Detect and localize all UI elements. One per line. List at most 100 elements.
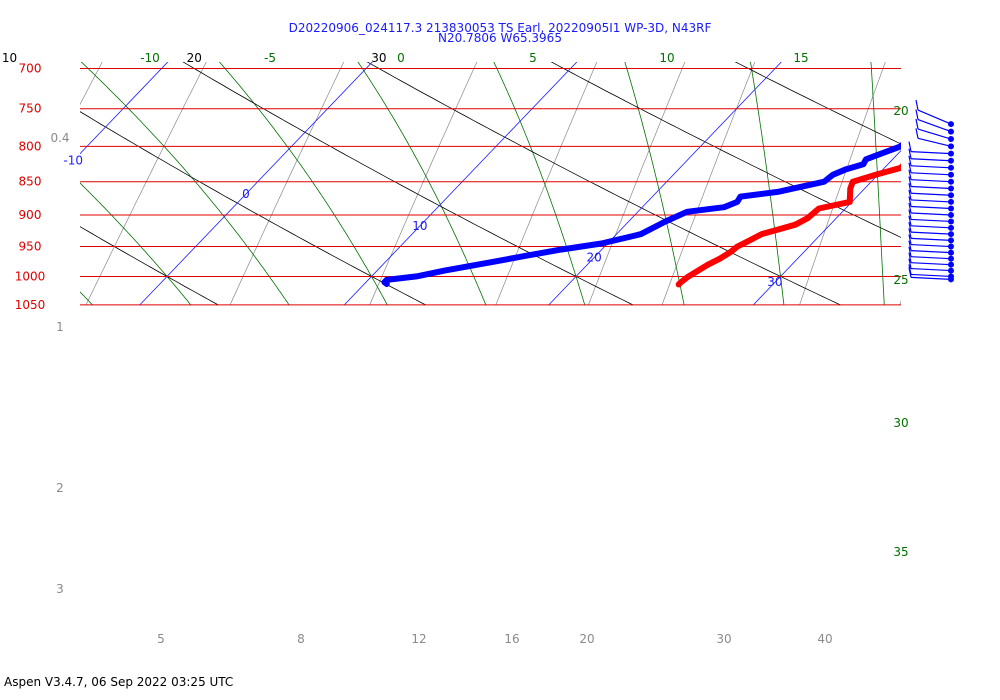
isotherm-label: 20 [587, 250, 602, 264]
wind-barb [908, 202, 954, 219]
dry-adiabat-line [182, 62, 634, 306]
wind-barb [915, 109, 954, 135]
isotherm-line [139, 62, 373, 306]
pressure-tick-label: 850 [19, 175, 42, 189]
wind-barb [908, 148, 954, 164]
wind-barb [908, 162, 954, 178]
isobars [80, 68, 901, 306]
moist-adiabat-line [80, 62, 290, 306]
mixing-ratio-line [229, 62, 345, 306]
isotherm-line [548, 62, 782, 306]
wind-barb [908, 209, 954, 225]
wind-barb [908, 189, 954, 205]
mixing-ratio-label: 16 [504, 632, 519, 646]
wind-barb [908, 215, 954, 231]
moist-adiabat-line [750, 62, 785, 306]
wind-barb [908, 240, 954, 256]
dewpoint-trace [381, 141, 901, 287]
moist-adiabat-line [985, 60, 987, 305]
pressure-tick-label: 750 [19, 102, 42, 116]
mixing-ratio-lines [80, 62, 901, 306]
chart-title-line1: D20220906_024117.3 213830053 TS Earl, 20… [288, 21, 712, 35]
moist-adiabat-label: 0 [397, 51, 405, 65]
mixing-ratio-label: 40 [817, 632, 832, 646]
wind-barb [908, 176, 954, 192]
isotherm-line [343, 62, 578, 306]
mixing-ratio-label: 8 [297, 632, 305, 646]
mixing-ratio-label: 0.4 [50, 131, 69, 145]
wind-barb [908, 183, 954, 199]
temperature-trace [675, 163, 901, 288]
mixing-ratio-label: 30 [716, 632, 731, 646]
moist-adiabat-label: -5 [264, 51, 276, 65]
wind-barb [908, 222, 954, 238]
pressure-tick-label: 1000 [15, 269, 46, 283]
wind-barb [908, 155, 954, 171]
chart-title-line2: N20.7806 W65.3965 [438, 31, 562, 45]
moist-adiabat-label: 5 [529, 51, 537, 65]
mixing-ratio-label: 2 [56, 481, 64, 495]
wind-barbs [908, 99, 954, 283]
wind-barb [908, 141, 954, 157]
moist-adiabat-label: 10 [659, 51, 674, 65]
pressure-tick-label: 1050 [15, 298, 46, 312]
mixing-ratio-line [495, 62, 598, 306]
wind-barb [908, 169, 954, 185]
footer-version-text: Aspen V3.4.7, 06 Sep 2022 03:25 UTC [4, 675, 234, 689]
wind-barb [908, 258, 954, 274]
dry-adiabat-line [550, 62, 901, 238]
isotherm-line [958, 60, 1000, 305]
wind-barb [908, 267, 954, 283]
moist-adiabat-line [80, 182, 192, 306]
wind-barb [908, 228, 954, 244]
dry-adiabat-line [916, 60, 1000, 305]
isotherms [80, 60, 1000, 306]
dry-adiabat-label: 20 [187, 51, 202, 65]
pressure-tick-label: 800 [19, 139, 42, 153]
wind-barb [915, 118, 954, 143]
pressure-tick-label: 900 [19, 208, 42, 222]
mixing-ratio-line [80, 62, 103, 106]
pressure-tick-label: 700 [19, 62, 42, 76]
mixing-ratio-label: 5 [157, 632, 165, 646]
dry-adiabat-label: 30 [371, 51, 386, 65]
moist-adiabat-label: 25 [893, 273, 908, 287]
wind-barb [908, 196, 954, 212]
isotherm-line [80, 62, 169, 155]
wind-barb [908, 246, 954, 262]
wind-barb [908, 252, 954, 268]
sounding-traces [381, 141, 901, 288]
isotherm-line [752, 150, 901, 306]
moist-adiabat-label: 20 [893, 104, 908, 118]
mixing-ratio-label: 3 [56, 582, 64, 596]
dry-adiabat-line [0, 60, 11, 305]
moist-adiabat-label: 15 [793, 51, 808, 65]
isotherm-label: 10 [412, 219, 427, 233]
moist-adiabat-line [870, 62, 885, 306]
dry-adiabat-line [80, 226, 219, 306]
isotherm-label: -10 [63, 154, 83, 168]
moist-adiabat-line [624, 62, 685, 306]
dry-adiabat-line [80, 111, 427, 306]
axis-labels: 70075080085090095010001050-30-20-1001020… [2, 51, 909, 646]
wind-barb [915, 128, 954, 150]
mixing-ratio-line [588, 62, 686, 306]
dry-adiabat-label: 10 [2, 51, 17, 65]
dry-adiabat-line [734, 62, 901, 145]
mixing-ratio-label: 12 [411, 632, 426, 646]
moist-adiabat-label: 35 [893, 545, 908, 559]
mixing-ratio-label: 1 [56, 320, 64, 334]
mixing-ratio-line [85, 62, 207, 306]
wind-barb [908, 234, 954, 250]
mixing-ratio-label: 20 [579, 632, 594, 646]
pressure-tick-label: 950 [19, 240, 42, 254]
moist-adiabat-line [80, 291, 93, 306]
moist-adiabat-line [493, 62, 586, 306]
moist-adiabat-label: 30 [893, 416, 908, 430]
moist-adiabat-label: -10 [140, 51, 160, 65]
wind-barb [915, 99, 954, 128]
moist-adiabats [80, 60, 987, 306]
isotherm-label: 30 [767, 275, 782, 289]
isotherm-label: 0 [242, 187, 250, 201]
